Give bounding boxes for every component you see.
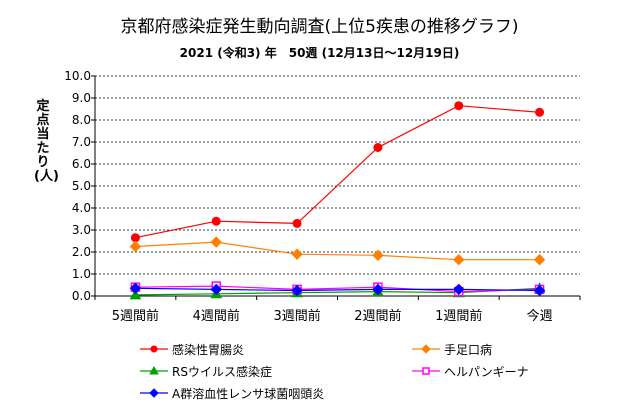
legend-item: A群溶血性レンサ球菌咽頭炎 [140, 384, 324, 402]
x-tick-label: 4週間前 [193, 308, 240, 324]
series-5-point [210, 283, 222, 296]
legend-point [150, 345, 158, 353]
x-tick-label: 2週間前 [354, 308, 401, 324]
x-tick-label: 5週間前 [112, 308, 159, 324]
series-5-point [129, 282, 142, 295]
legend-point [422, 367, 430, 375]
legend-marker-icon [140, 388, 168, 398]
series-5-point [372, 283, 384, 296]
legend-point [421, 344, 431, 354]
series-1-point [211, 216, 221, 226]
series-2-point [210, 236, 222, 248]
series-2-point [129, 240, 142, 253]
y-tick-label: 3.0 [72, 223, 91, 237]
series-line-4 [135, 285, 540, 293]
legend-item: ヘルパンギーナ [412, 362, 529, 380]
series-2-point [291, 248, 303, 260]
legend-point [149, 388, 159, 398]
legend-marker-icon [140, 345, 168, 353]
series-1-point [373, 143, 383, 152]
series-3-point [129, 288, 142, 300]
legend-label: A群溶血性レンサ球菌咽頭炎 [172, 386, 325, 401]
y-tick-label: 2.0 [72, 245, 91, 259]
series-1-point [130, 233, 140, 243]
series-line-2 [135, 241, 540, 261]
series-1-point [454, 101, 464, 111]
x-tick-label: 今週 [527, 308, 553, 324]
y-tick-label: 6.0 [72, 157, 91, 171]
legend-label: RSウイルス感染症 [172, 364, 272, 379]
series-2-point [453, 253, 465, 266]
legend-marker-icon [412, 367, 440, 375]
legend-item: 手足口病 [412, 340, 492, 358]
legend: 感染性胃腸炎 手足口病 RSウイルス感染症 ヘルパンギーナ A群溶血性レンサ球菌咽頭炎 [140, 340, 600, 410]
series-line-1 [135, 105, 540, 239]
legend-point [149, 365, 159, 375]
y-tick-label: 7.0 [72, 135, 91, 149]
y-tick-label: 10.0 [64, 69, 91, 83]
y-tick-label: 9.0 [72, 91, 91, 105]
legend-label: ヘルパンギーナ [444, 364, 529, 379]
series-5-point [533, 284, 546, 297]
series-1-point [292, 218, 302, 228]
legend-marker-icon [140, 365, 168, 375]
legend-item: RSウイルス感染症 [140, 362, 272, 380]
series-5-point [453, 283, 465, 296]
legend-label: 感染性胃腸炎 [172, 342, 245, 357]
series-line-5 [135, 287, 540, 292]
x-tick-label: 1週間前 [435, 308, 482, 324]
y-tick-label: 5.0 [72, 179, 91, 193]
y-tick-label: 1.0 [72, 267, 91, 281]
legend-label: 手足口病 [444, 342, 493, 357]
x-tick-label: 3週間前 [273, 308, 320, 324]
series-2-point [533, 253, 546, 266]
chart-title: 京都府感染症発生動向調査(上位5疾患の推移グラフ) [120, 17, 519, 37]
series-1-point [535, 107, 545, 117]
chart-subtitle: 2021 (令和3) 年 50週 (12月13日〜12月19日) [179, 46, 460, 60]
y-tick-label: 8.0 [72, 113, 91, 127]
y-tick-label: 0.0 [72, 289, 91, 303]
series-line-3 [135, 287, 540, 296]
series-5-point [291, 284, 303, 297]
legend-item: 感染性胃腸炎 [140, 340, 244, 358]
series-2-point [372, 249, 384, 262]
legend-marker-icon [412, 344, 440, 354]
y-tick-label: 4.0 [72, 201, 91, 215]
